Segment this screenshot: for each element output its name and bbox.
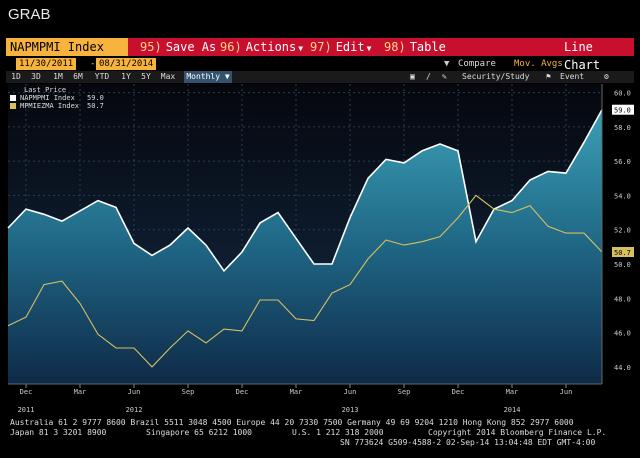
chart-type-label[interactable]: Line Chart xyxy=(564,40,601,72)
date-separator: - xyxy=(90,59,96,69)
x-tick-label: Dec xyxy=(236,388,249,396)
window-header: GRAB xyxy=(0,0,640,36)
legend-swatch-mpmiezma xyxy=(10,103,16,109)
save-as-button[interactable]: 95) Save As xyxy=(140,38,216,56)
y-tick-label: 48.0 xyxy=(614,295,631,303)
x-axis: Dec 2011 Mar Jun 2012 Sep Dec Mar Jun 2013 Sep Dec M… xyxy=(8,383,602,414)
start-date-field[interactable]: 11/30/2011 xyxy=(16,58,77,70)
edit-dropdown-icon: ▼ xyxy=(366,44,372,53)
footer-japan: Japan 81 3 3201 8900 xyxy=(10,428,107,437)
actions-dropdown-icon: ▼ xyxy=(298,44,304,53)
series-line-1[interactable] xyxy=(7,109,603,273)
period-max[interactable]: Max xyxy=(160,72,176,81)
footer-singapore: Singapore 65 6212 1000 xyxy=(146,428,252,437)
x-tick-label: Jun xyxy=(560,388,573,396)
save-as-number: 95) xyxy=(140,40,162,54)
window-title: GRAB xyxy=(8,6,51,23)
save-as-label: Save As xyxy=(165,40,217,54)
y-axis: 44.0 46.0 48.0 50.0 52.0 54.0 56.0 58.0 60.0 59.0… xyxy=(601,84,634,384)
legend-name-napmpmi: NAPMPMI Index xyxy=(20,94,75,102)
period-1y[interactable]: 1Y xyxy=(121,72,131,81)
annotate-icon[interactable]: ✎ xyxy=(442,72,447,81)
frequency-label: Monthly xyxy=(186,72,221,81)
last-value-label-2: 50.7 xyxy=(614,249,631,257)
legend-swatch-napmpmi xyxy=(10,95,16,101)
security-study-button[interactable]: Security/Study xyxy=(462,72,530,81)
compare-dropdown-icon[interactable]: ▼ xyxy=(444,59,450,69)
command-bar: NAPMPMI Index 95) Save As 96) Actions ▼ 97)… xyxy=(6,38,634,72)
mov-avgs-option[interactable]: Mov. Avgs xyxy=(514,59,563,69)
series-area-1 xyxy=(8,109,602,384)
x-tick-label: Mar xyxy=(290,388,303,396)
x-tick-label: Sep xyxy=(182,388,195,396)
x-tick-label: Dec xyxy=(20,388,33,396)
legend-header-text: Last Price xyxy=(24,86,67,94)
period-selector: 1D 3D 1M 6M YTD 1Y 5Y Max Monthly ▼ ▣ ∕ … xyxy=(6,71,634,83)
compare-option[interactable]: Compare xyxy=(458,59,496,69)
footer-copyright: Copyright 2014 Bloomberg Finance L.P. xyxy=(428,428,607,437)
legend-value-mpmiezma: 50.7 xyxy=(87,102,104,110)
period-1m[interactable]: 1M xyxy=(53,72,63,81)
actions-number: 96) xyxy=(220,40,242,54)
y-tick-label: 60.0 xyxy=(614,90,631,98)
series-line-2[interactable] xyxy=(7,194,603,368)
y-tick-label: 54.0 xyxy=(614,192,631,200)
x-year-label: 2014 xyxy=(504,406,521,414)
y-tick-label: 46.0 xyxy=(614,330,631,338)
line-chart[interactable]: 44.0 46.0 48.0 50.0 52.0 54.0 56.0 58.0 60.0 59.0… xyxy=(0,84,640,418)
legend-name-mpmiezma: MPMIEZMA Index xyxy=(20,102,80,110)
series-lines xyxy=(7,109,603,368)
edit-button[interactable]: 97) Edit ▼ xyxy=(310,38,371,56)
y-tick-label: 52.0 xyxy=(614,227,631,235)
last-value-marker-1 xyxy=(612,104,634,115)
legend-value-napmpmi: 59.0 xyxy=(87,94,104,102)
ticker-field[interactable]: NAPMPMI Index xyxy=(6,38,128,56)
x-tick-label: Jun xyxy=(128,388,141,396)
y-tick-label: 44.0 xyxy=(614,364,631,372)
period-6m[interactable]: 6M xyxy=(73,72,83,81)
settings-gear-icon[interactable]: ⚙ xyxy=(604,72,609,81)
area-layer xyxy=(8,109,602,384)
period-5y[interactable]: 5Y xyxy=(141,72,151,81)
end-date-field[interactable]: 08/31/2014 xyxy=(96,58,157,70)
x-year-label: 2012 xyxy=(126,406,143,414)
x-tick-label: Mar xyxy=(506,388,519,396)
period-3d[interactable]: 3D xyxy=(31,72,41,81)
y-tick-label: 58.0 xyxy=(614,124,631,132)
table-number: 98) xyxy=(384,40,406,54)
date-range-row: 11/30/2011 - 08/31/2014 ▼ Compare Mov. A… xyxy=(6,58,634,70)
event-icon[interactable]: ⚑ xyxy=(546,72,551,81)
x-tick-label: Sep xyxy=(398,388,411,396)
edit-number: 97) xyxy=(310,40,332,54)
edit-label: Edit xyxy=(335,40,365,54)
footer-line-1: Australia 61 2 9777 8600 Brazil 5511 304… xyxy=(10,418,574,427)
x-tick-label: Mar xyxy=(74,388,87,396)
event-button[interactable]: Event xyxy=(560,72,585,81)
table-button[interactable]: 98) Table xyxy=(384,38,446,56)
zoom-icon[interactable]: ▣ xyxy=(410,72,415,81)
x-year-label: 2013 xyxy=(342,406,359,414)
footer-us: U.S. 1 212 318 2000 xyxy=(292,428,384,437)
x-tick-label: Dec xyxy=(452,388,465,396)
x-year-label: 2011 xyxy=(18,406,35,414)
last-value-label-1: 59.0 xyxy=(614,107,631,115)
footer-session: SN 773624 G509-4588-2 02-Sep-14 13:04:48… xyxy=(340,438,596,447)
period-ytd[interactable]: YTD xyxy=(94,72,110,81)
period-1d[interactable]: 1D xyxy=(11,72,21,81)
actions-label: Actions xyxy=(245,40,297,54)
line-draw-icon[interactable]: ∕ xyxy=(426,72,431,81)
y-tick-label: 56.0 xyxy=(614,158,631,166)
actions-button[interactable]: 96) Actions ▼ xyxy=(220,38,303,56)
table-label: Table xyxy=(409,40,446,54)
frequency-dropdown[interactable]: Monthly ▼ xyxy=(184,71,232,83)
last-value-marker-2 xyxy=(612,247,634,257)
y-tick-label: 50.0 xyxy=(614,261,631,269)
x-tick-label: Jun xyxy=(344,388,357,396)
